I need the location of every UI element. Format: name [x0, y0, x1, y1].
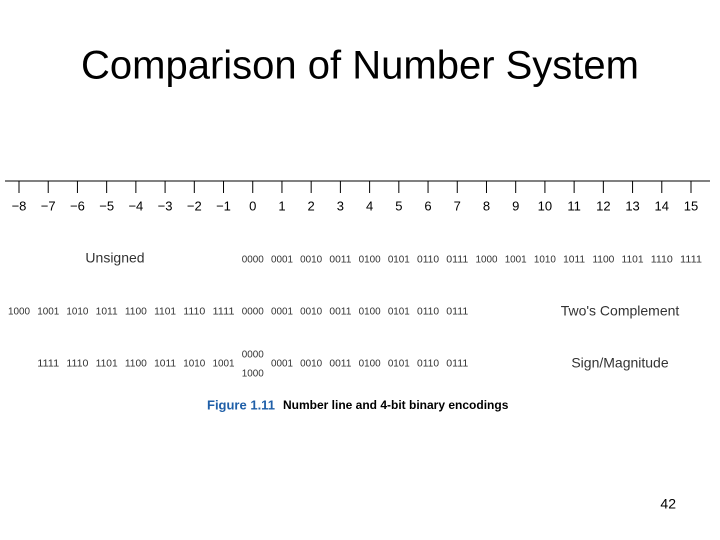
- code: 1110: [651, 255, 673, 266]
- code: 0111: [446, 359, 468, 370]
- tick-label: 11: [567, 198, 581, 213]
- code: 1010: [183, 359, 205, 370]
- code: 0100: [359, 255, 381, 266]
- row-label: Two's Complement: [561, 303, 680, 319]
- tick-label: −6: [70, 198, 85, 213]
- tick-label: 1: [278, 198, 285, 213]
- code: 1001: [505, 255, 527, 266]
- tick-label: 0: [249, 198, 256, 213]
- tick-label: 3: [337, 198, 344, 213]
- code: 1100: [125, 359, 147, 370]
- tick-label: −2: [187, 198, 202, 213]
- code: 1101: [96, 359, 118, 370]
- caption-figure: Figure 1.11: [207, 397, 275, 412]
- code: 0010: [300, 307, 322, 318]
- tick-label: 5: [395, 198, 402, 213]
- code: 1010: [534, 255, 556, 266]
- code: 1111: [680, 255, 702, 266]
- tick-label: 4: [366, 198, 373, 213]
- code: 0010: [300, 255, 322, 266]
- code: 1010: [66, 307, 88, 318]
- code: 0101: [388, 359, 410, 370]
- code: 1001: [37, 307, 59, 318]
- code: 0110: [417, 307, 439, 318]
- code: 1101: [622, 255, 644, 266]
- code: 1000: [242, 369, 264, 380]
- code: 1111: [213, 307, 235, 318]
- tick-label: 6: [424, 198, 431, 213]
- code: 0111: [446, 255, 468, 266]
- code: 1101: [154, 307, 176, 318]
- code: 0001: [271, 359, 293, 370]
- code: 0110: [417, 359, 439, 370]
- tick-label: 14: [655, 198, 669, 213]
- tick-label: −1: [216, 198, 231, 213]
- code: 0101: [388, 255, 410, 266]
- tick-label: 12: [596, 198, 610, 213]
- code: 0000: [242, 350, 264, 361]
- code: 0001: [271, 255, 293, 266]
- code: 1011: [96, 307, 118, 318]
- code: 1111: [37, 359, 59, 370]
- code: 0010: [300, 359, 322, 370]
- code: 0100: [359, 307, 381, 318]
- code: 1000: [8, 307, 30, 318]
- tick-label: 8: [483, 198, 490, 213]
- tick-label: 15: [684, 198, 698, 213]
- tick-label: −4: [128, 198, 143, 213]
- code: 1000: [475, 255, 497, 266]
- tick-label: −3: [158, 198, 173, 213]
- code: 0011: [329, 359, 351, 370]
- tick-label: −8: [12, 198, 27, 213]
- page-number: 42: [660, 496, 676, 512]
- code: 0011: [329, 307, 351, 318]
- code: 1110: [66, 359, 88, 370]
- code: 1100: [125, 307, 147, 318]
- caption-text: Number line and 4-bit binary encodings: [283, 398, 509, 412]
- tick-label: 2: [308, 198, 315, 213]
- code: 0011: [329, 255, 351, 266]
- tick-label: 10: [538, 198, 552, 213]
- code: 0110: [417, 255, 439, 266]
- slide-title: Comparison of Number System: [81, 44, 639, 88]
- code: 1100: [592, 255, 614, 266]
- code: 1110: [183, 307, 205, 318]
- code: 0100: [359, 359, 381, 370]
- code: 1011: [563, 255, 585, 266]
- code: 0111: [446, 307, 468, 318]
- code: 0001: [271, 307, 293, 318]
- code: 1011: [154, 359, 176, 370]
- code: 0000: [242, 255, 264, 266]
- row-label: Unsigned: [85, 250, 144, 266]
- tick-label: −7: [41, 198, 56, 213]
- tick-label: 7: [454, 198, 461, 213]
- code: 0000: [242, 307, 264, 318]
- row-label: Sign/Magnitude: [571, 355, 669, 371]
- tick-label: −5: [99, 198, 114, 213]
- tick-label: 13: [625, 198, 639, 213]
- tick-label: 9: [512, 198, 519, 213]
- code: 1001: [213, 359, 235, 370]
- code: 0101: [388, 307, 410, 318]
